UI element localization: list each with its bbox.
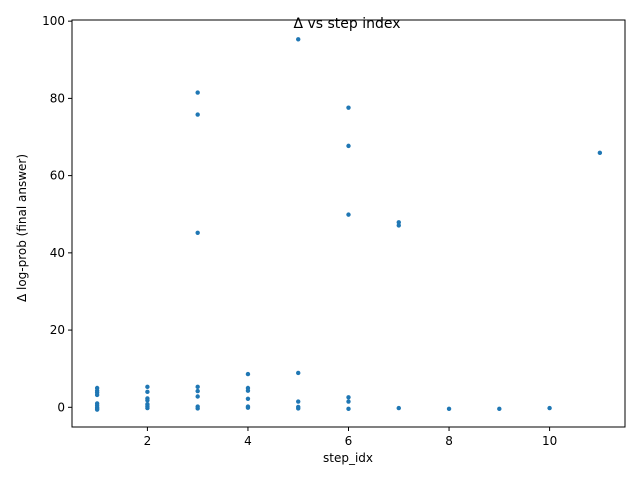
data-point bbox=[145, 398, 150, 403]
data-point bbox=[145, 405, 150, 411]
y-tick-label: 40 bbox=[50, 246, 65, 260]
data-point bbox=[346, 399, 351, 404]
data-point bbox=[346, 105, 351, 110]
x-tick-label: 8 bbox=[445, 434, 453, 448]
data-point bbox=[195, 112, 200, 117]
y-tick-label: 0 bbox=[57, 400, 65, 414]
data-point bbox=[195, 230, 200, 235]
data-point bbox=[195, 384, 200, 390]
y-tick-label: 100 bbox=[42, 14, 65, 28]
plot-frame bbox=[71, 19, 626, 428]
x-tick-label: 4 bbox=[244, 434, 252, 448]
data-point bbox=[346, 395, 351, 400]
data-point bbox=[296, 399, 301, 404]
data-point bbox=[245, 405, 251, 410]
data-point bbox=[346, 212, 351, 217]
data-point bbox=[145, 384, 150, 390]
x-tick-label: 10 bbox=[542, 434, 557, 448]
x-axis-label: step_idx bbox=[323, 451, 373, 465]
data-point bbox=[346, 406, 351, 412]
data-point bbox=[94, 392, 100, 398]
chart-title: Δ vs step index bbox=[293, 16, 400, 32]
data-point bbox=[497, 406, 502, 412]
data-point bbox=[597, 150, 603, 156]
data-point bbox=[296, 37, 301, 42]
y-tick-label: 80 bbox=[50, 91, 65, 105]
data-point bbox=[195, 388, 200, 394]
data-point bbox=[396, 405, 401, 411]
data-point bbox=[145, 389, 150, 395]
data-point bbox=[396, 220, 401, 225]
y-tick-label: 60 bbox=[50, 169, 65, 183]
data-point bbox=[446, 406, 452, 412]
x-tick-label: 2 bbox=[144, 434, 152, 448]
data-point bbox=[195, 90, 200, 95]
y-axis-label: Δ log-prob (final answer) bbox=[15, 154, 29, 302]
data-point bbox=[245, 371, 251, 377]
x-tick-label: 6 bbox=[345, 434, 353, 448]
data-points bbox=[94, 37, 603, 412]
data-point bbox=[195, 394, 200, 399]
data-point bbox=[547, 405, 552, 411]
data-point bbox=[195, 406, 200, 411]
data-point bbox=[245, 388, 251, 393]
data-point bbox=[94, 407, 100, 412]
data-point bbox=[396, 223, 401, 228]
data-point bbox=[245, 396, 251, 402]
data-point bbox=[296, 370, 301, 376]
data-point bbox=[346, 143, 351, 149]
y-tick-label: 20 bbox=[50, 323, 65, 337]
data-point bbox=[296, 406, 301, 411]
